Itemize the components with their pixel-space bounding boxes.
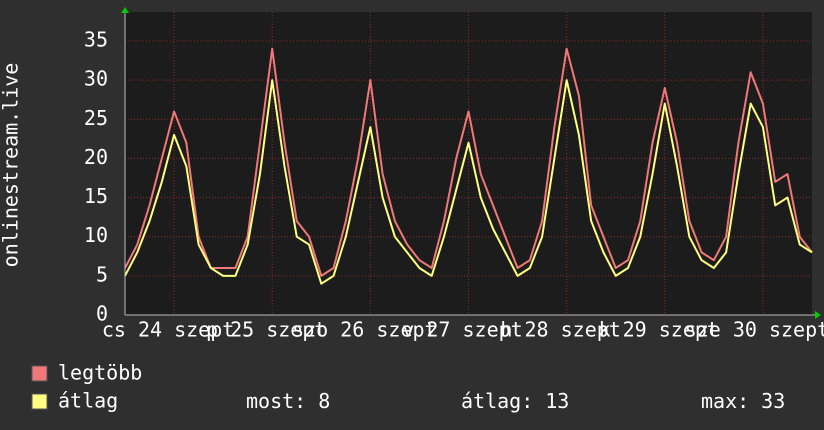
stat-label: max:: [701, 389, 749, 413]
x-arrow: [815, 311, 821, 319]
series-line: [124, 79, 813, 285]
y-tick-label: 25: [84, 106, 108, 130]
x-tick-label: p 25 szept: [206, 318, 326, 342]
stat: most: 8: [246, 389, 330, 413]
legend: legtöbb átlag most: 8 átlag: 13 max: 33: [31, 361, 785, 413]
y-tick-label: 0: [96, 302, 108, 326]
y-tick-label: 20: [84, 145, 108, 169]
y-axis-label: onlinestream.live: [0, 63, 23, 268]
y-tick-label: 10: [84, 223, 108, 247]
legend-swatch: [31, 365, 48, 382]
stat-label: most:: [246, 389, 306, 413]
x-tick-label: h 28 szept: [500, 318, 620, 342]
lines: [124, 47, 813, 285]
x-tick-label: sze 30 szept: [685, 318, 824, 342]
legend-label: legtöbb: [58, 361, 142, 385]
x-tick-label: cs 24 szept: [102, 318, 234, 342]
x-tick-label: k 29 szept: [599, 318, 719, 342]
y-tick-label: 15: [84, 184, 108, 208]
legend-swatch: [31, 393, 48, 410]
x-tick-label: szo 26 szept: [292, 318, 437, 342]
series-line: [124, 47, 813, 277]
y-tick-label: 5: [96, 262, 108, 286]
stat-value: 13: [545, 389, 569, 413]
stat-label: átlag:: [461, 389, 533, 413]
stat-value: 33: [761, 389, 785, 413]
y-arrow: [121, 7, 129, 13]
x-tick-label: v 27 szept: [402, 318, 522, 342]
y-tick-label: 30: [84, 67, 108, 91]
stat: max: 33: [701, 389, 785, 413]
stat: átlag: 13: [461, 389, 569, 413]
y-tick-label: 35: [84, 27, 108, 51]
stat-value: 8: [318, 389, 330, 413]
legend-label: átlag: [58, 389, 118, 413]
